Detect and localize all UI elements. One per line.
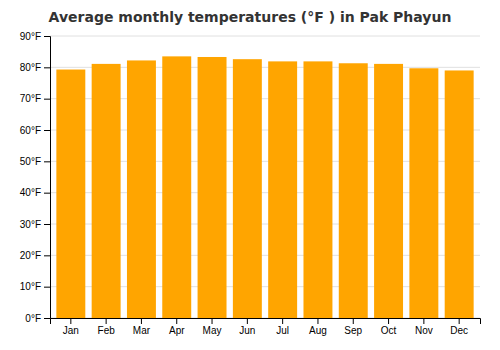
tick-label: Apr — [169, 325, 185, 336]
tick-mark — [44, 130, 50, 131]
tick-mark — [317, 318, 318, 324]
bar — [127, 60, 156, 318]
tick-label: 80°F — [20, 62, 41, 73]
tick-label: 90°F — [20, 31, 41, 42]
tick-mark — [44, 67, 50, 68]
tick-label: 60°F — [20, 125, 41, 136]
tick: 10°F — [20, 281, 50, 292]
bar — [445, 70, 474, 318]
bar — [409, 68, 438, 318]
tick: Feb — [98, 318, 116, 336]
tick: Apr — [169, 318, 185, 336]
tick-label: May — [203, 325, 222, 336]
tick: Jan — [63, 318, 79, 336]
tick: Jun — [239, 318, 255, 336]
tick-label: 10°F — [20, 281, 41, 292]
tick-mark — [44, 36, 50, 37]
plot: 0°F 10°F 20°F 30°F 40°F 50°F 60°F 70°F 80°F 90°F J… — [20, 31, 481, 336]
bars — [56, 56, 473, 318]
tick-mark — [44, 161, 50, 162]
tick-label: 0°F — [25, 313, 41, 324]
tick: 20°F — [20, 250, 50, 261]
bar — [303, 61, 332, 318]
tick-label: 50°F — [20, 156, 41, 167]
tick: Aug — [309, 318, 327, 336]
tick: 80°F — [20, 62, 50, 73]
y-axis: 0°F 10°F 20°F 30°F 40°F 50°F 60°F 70°F 80°F 90°F — [20, 31, 51, 324]
tick-mark — [247, 318, 248, 324]
tick: 30°F — [20, 219, 50, 230]
tick-label: 20°F — [20, 250, 41, 261]
tick: 60°F — [20, 125, 50, 136]
axis-line — [51, 319, 481, 325]
tick-label: Oct — [381, 325, 397, 336]
grid-line — [50, 36, 480, 37]
tick-mark — [388, 318, 389, 324]
bar — [92, 64, 121, 318]
tick: May — [203, 318, 222, 336]
tick: 50°F — [20, 156, 50, 167]
tick-label: 30°F — [20, 219, 41, 230]
tick-label: Jan — [63, 325, 79, 336]
bar — [162, 56, 191, 318]
bar — [198, 57, 227, 318]
bar — [233, 59, 262, 318]
tick-label: Feb — [98, 325, 116, 336]
title: Average monthly temperatures (°F ) in Pa… — [49, 9, 452, 25]
tick-mark — [70, 318, 71, 324]
grid — [50, 36, 480, 318]
tick-mark — [353, 318, 354, 324]
tick-label: Mar — [133, 325, 151, 336]
tick-mark — [44, 99, 50, 100]
tick-mark — [141, 318, 142, 324]
tick-mark — [44, 224, 50, 225]
tick-mark — [459, 318, 460, 324]
tick-mark — [176, 318, 177, 324]
tick-label: 40°F — [20, 187, 41, 198]
tick-mark — [212, 318, 213, 324]
bar — [268, 61, 297, 318]
tick-label: Jul — [276, 325, 289, 336]
tick-mark — [44, 318, 50, 319]
x-axis: Jan Feb Mar Apr May Jun Jul Aug Sep Oct Nov Dec — [51, 318, 481, 336]
tick: Sep — [344, 318, 362, 336]
tick: 70°F — [20, 93, 50, 104]
tick-mark — [44, 193, 50, 194]
bar — [374, 64, 403, 318]
tick-mark — [282, 318, 283, 324]
tick-label: 70°F — [20, 93, 41, 104]
tick-label: Nov — [415, 325, 433, 336]
tick-mark — [106, 318, 107, 324]
tick: 0°F — [25, 313, 50, 324]
tick-mark — [44, 255, 50, 256]
tick: Nov — [415, 318, 433, 336]
tick-mark — [423, 318, 424, 324]
tick: Mar — [133, 318, 151, 336]
tick-label: Aug — [309, 325, 327, 336]
tick: Oct — [381, 318, 397, 336]
bar — [56, 70, 85, 318]
tick-label: Sep — [344, 325, 362, 336]
tick-label: Dec — [450, 325, 468, 336]
tick-label: Jun — [239, 325, 255, 336]
tick-mark — [44, 287, 50, 288]
tick: Dec — [450, 318, 468, 336]
tick: 40°F — [20, 187, 50, 198]
axis-line — [44, 37, 51, 319]
tick: Jul — [276, 318, 289, 336]
tick: 90°F — [20, 31, 50, 42]
chart: 0°F 10°F 20°F 30°F 40°F 50°F 60°F 70°F 80°F 90°F J… — [0, 0, 500, 350]
bar — [339, 63, 368, 318]
